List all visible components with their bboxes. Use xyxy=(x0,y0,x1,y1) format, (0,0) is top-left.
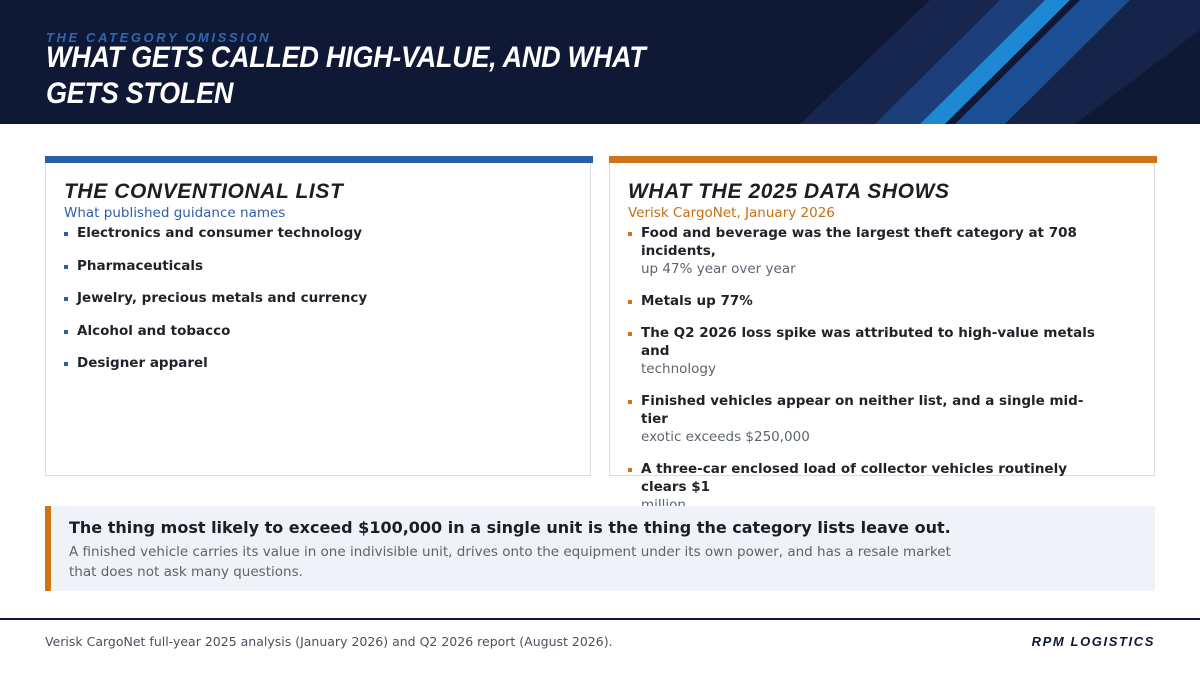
brand-logo: RPM LOGISTICS xyxy=(1031,634,1155,649)
list-item-text: Alcohol and tobacco xyxy=(77,322,231,339)
list-item: Alcohol and tobacco xyxy=(64,322,534,355)
list-item: Metals up 77% xyxy=(628,292,1098,310)
callout-accent-bar xyxy=(45,506,51,591)
data-findings-list: Food and beverage was the largest theft … xyxy=(628,224,1098,528)
list-item: The Q2 2026 loss spike was attributed to… xyxy=(628,324,1098,378)
card-subtitle: What published guidance names xyxy=(64,205,286,221)
bullet-icon xyxy=(628,232,632,236)
finding-detail: technology xyxy=(641,361,716,377)
callout-body: A finished vehicle carries its value in … xyxy=(69,544,951,580)
bullet-icon xyxy=(64,264,68,269)
conventional-list: Electronics and consumer technology Phar… xyxy=(64,224,534,387)
bullet-icon xyxy=(628,468,632,472)
finding-main: Food and beverage was the largest theft … xyxy=(641,225,1077,259)
list-item: Pharmaceuticals xyxy=(64,257,534,290)
source-note: Verisk CargoNet full-year 2025 analysis … xyxy=(45,634,613,649)
bullet-icon xyxy=(64,232,68,236)
bullet-icon xyxy=(64,329,68,334)
section-eyebrow: THE CATEGORY OMISSION xyxy=(46,30,272,45)
header-banner: THE CATEGORY OMISSION WHAT GETS CALLED H… xyxy=(0,0,1200,124)
callout-headline: The thing most likely to exceed $100,000… xyxy=(69,518,951,537)
list-item: Finished vehicles appear on neither list… xyxy=(628,392,1098,446)
bullet-icon xyxy=(64,297,68,301)
card-subtitle: Verisk CargoNet, January 2026 xyxy=(628,205,835,221)
finding-detail: exotic exceeds $250,000 xyxy=(641,429,810,445)
card-title: WHAT THE 2025 DATA SHOWS xyxy=(628,180,950,203)
bullet-icon xyxy=(628,300,632,304)
list-item: A three-car enclosed load of collector v… xyxy=(628,460,1098,514)
list-item-text: Jewelry, precious metals and currency xyxy=(77,290,368,306)
data-shows-card: WHAT THE 2025 DATA SHOWS Verisk CargoNet… xyxy=(609,156,1157,513)
list-item: Food and beverage was the largest theft … xyxy=(628,224,1098,278)
finding-main: Metals up 77% xyxy=(641,293,753,309)
bullet-icon xyxy=(64,362,68,366)
finding-detail: up 47% year over year xyxy=(641,261,796,277)
list-item-text: Designer apparel xyxy=(77,355,208,371)
card-title: THE CONVENTIONAL LIST xyxy=(64,180,344,203)
bullet-icon xyxy=(628,332,632,336)
list-item-text: Pharmaceuticals xyxy=(77,257,204,274)
card-accent-bar xyxy=(609,156,1157,163)
bullet-icon xyxy=(628,400,632,404)
card-accent-bar xyxy=(45,156,593,163)
finding-main: Finished vehicles appear on neither list… xyxy=(641,393,1084,427)
footer-divider xyxy=(0,618,1200,620)
header-stripes-graphic xyxy=(800,0,1200,124)
page-title: WHAT GETS CALLED HIGH-VALUE, AND WHAT GE… xyxy=(46,41,646,110)
conventional-list-card: THE CONVENTIONAL LIST What published gui… xyxy=(45,156,593,476)
list-item: Jewelry, precious metals and currency xyxy=(64,289,534,322)
list-item-text: Electronics and consumer technology xyxy=(77,225,363,241)
key-takeaway-callout: The thing most likely to exceed $100,000… xyxy=(45,506,1155,591)
finding-main: A three-car enclosed load of collector v… xyxy=(641,461,1068,495)
list-item: Electronics and consumer technology xyxy=(64,224,534,257)
list-item: Designer apparel xyxy=(64,354,534,387)
finding-main: The Q2 2026 loss spike was attributed to… xyxy=(641,325,1095,359)
